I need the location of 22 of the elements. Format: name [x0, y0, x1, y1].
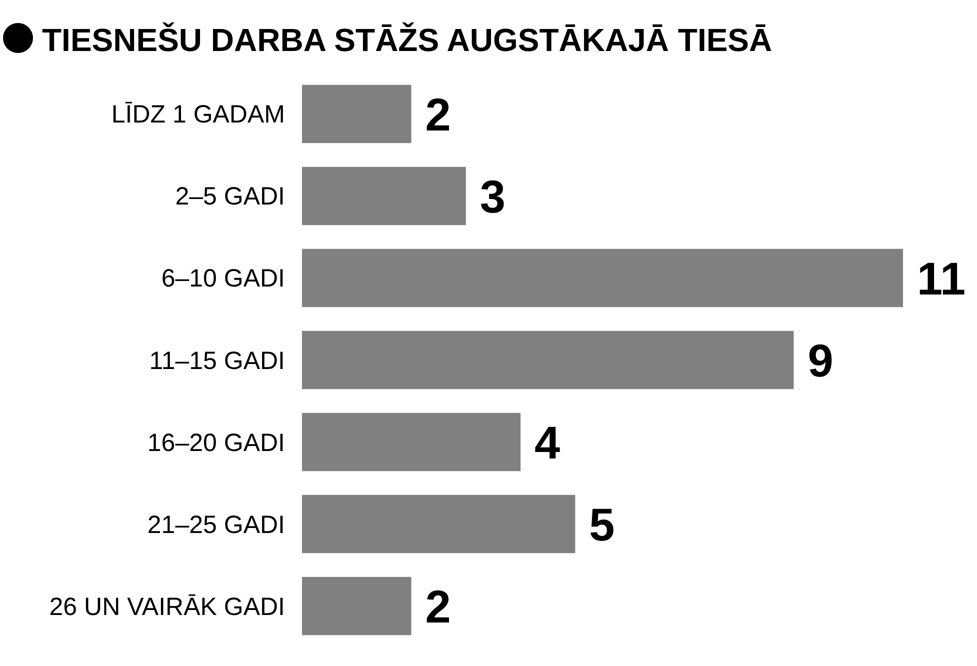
bar [302, 166, 466, 226]
bar [302, 412, 521, 472]
y-tick-label: 21–25 GADI [147, 510, 285, 539]
bar [302, 576, 412, 636]
chart-title: TIESNEŠU DARBA STĀŽS AUGSTĀKAJĀ TIESĀ [42, 22, 772, 58]
data-label: 11 [917, 252, 966, 305]
bar [302, 248, 903, 308]
data-label: 4 [534, 416, 561, 469]
y-tick-label: 2–5 GADI [175, 182, 285, 211]
bar [302, 330, 794, 390]
data-label: 9 [808, 334, 834, 387]
y-tick-label: 26 UN VAIRĀK GADI [49, 592, 285, 621]
data-label: 2 [425, 580, 451, 633]
y-tick-label: 11–15 GADI [149, 346, 285, 375]
data-label: 3 [480, 170, 506, 223]
bar [302, 494, 576, 554]
data-label: 5 [589, 498, 615, 551]
y-tick-label: LĪDZ 1 GADAM [111, 100, 285, 129]
bar [302, 84, 412, 144]
y-tick-label: 16–20 GADI [147, 428, 285, 457]
y-tick-label: 6–10 GADI [161, 264, 285, 293]
data-label: 2 [425, 88, 451, 141]
